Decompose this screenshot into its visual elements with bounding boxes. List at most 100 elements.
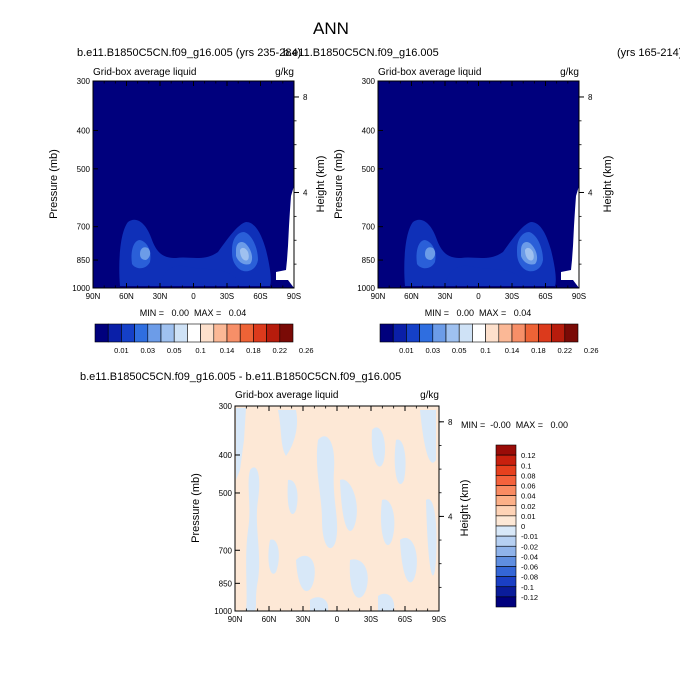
panel-3-colorbar-label: -0.08: [521, 573, 538, 582]
panel-1-colorbar-swatch: [94, 323, 109, 343]
panel-2-axes-ytick-label: 700: [362, 223, 376, 232]
panel-2-plot: 90N 60N 30N 0 30S 60S 90S 300 400 500 700 850 1000 8 4: [357, 77, 593, 301]
panel-2-axes-ytick-label: 400: [362, 126, 376, 135]
panel-3-colorbar-label: 0.04: [521, 492, 536, 501]
panel-1-colorbar-label: 0.22: [272, 346, 287, 355]
panel-3-colorbar-label: 0.02: [521, 502, 536, 511]
panel-3-colorbar-swatch: [495, 505, 517, 517]
panel-3-patch-q: [378, 593, 395, 611]
panel-3-colorbar-swatch: [495, 464, 517, 476]
panel-2-colorbar-swatch: [485, 323, 500, 343]
panel-1-axes-ytick-label: 1000: [72, 284, 90, 293]
panel-2-colorbar-label: 0.01: [399, 346, 414, 355]
panel-3-colorbar-label: -0.01: [521, 532, 538, 541]
panel-3-plot: 90N 60N 30N 0 30S 60S 90S 300 400 500 700 850 1000 8 4: [214, 402, 453, 624]
panel-3-field: [235, 406, 439, 611]
panel-1-axes-xtick-label: 90N: [86, 292, 101, 301]
panel-2-axes-xtick-label: 0: [476, 292, 481, 301]
panel-1-plot: 90N 60N 30N 0 30S 60S 90S 300 400 500 700 850 1000 8 4: [72, 77, 308, 301]
panel-2-colorbar-swatch: [419, 323, 434, 343]
panel-1-axes-ytick-label: 850: [77, 256, 91, 265]
panel-3-case-label: b.e11.B1850C5CN.f09_g16.005 - b.e11.B185…: [80, 371, 401, 383]
panel-1-contour-surface: [160, 265, 240, 286]
panel-3-ylabel-right: Height (km): [459, 480, 471, 537]
panel-2-case-label: b.e11.B1850C5CN.f09_g16.005: [283, 47, 439, 59]
panel-2-colorbar: 0.01 0.03 0.05 0.1 0.14 0.18 0.22 0.26: [379, 323, 599, 355]
panel-1-colorbar-label: 0.14: [220, 346, 235, 355]
panel-3-patch-d: [287, 479, 298, 515]
panel-2-axes-ytick-label: 850: [362, 256, 376, 265]
panel-1-axes-htick-label: 8: [303, 93, 308, 102]
panel-2-axes-xtick-label: 90S: [572, 292, 586, 301]
panel-1-axes-xtick-label: 30N: [153, 292, 168, 301]
panel-3-patch-o: [426, 499, 437, 576]
panel-2-ylabel: Pressure (mb): [333, 149, 345, 219]
panel-1-colorbar-label: 0.1: [195, 346, 205, 355]
panel-3-patch-f: [296, 555, 315, 592]
panel-3-patch-p: [310, 597, 329, 611]
panel-2-colorbar-swatch: [551, 323, 566, 343]
panel-1-case-label: b.e11.B1850C5CN.f09_g16.005 (yrs 235-284…: [77, 47, 301, 59]
panel-1: b.e11.B1850C5CN.f09_g16.005 (yrs 235-284…: [48, 47, 327, 355]
panel-3-axes-htick-label: 4: [448, 512, 453, 521]
panel-1-colorbar-label: 0.01: [114, 346, 129, 355]
panel-2-topography-mask: [561, 186, 579, 288]
panel-3-axes-ytick-label: 400: [219, 451, 233, 460]
panel-1-axes-xtick-label: 60S: [253, 292, 267, 301]
panel-1-colorbar-swatch: [187, 323, 201, 343]
panel-2-axes-xtick-label: 30S: [505, 292, 519, 301]
panel-2-axes-xtick-label: 90N: [371, 292, 386, 301]
panel-2-stats: MIN = 0.00 MAX = 0.04: [425, 308, 532, 318]
panel-2-axes-xtick-label: 30N: [438, 292, 453, 301]
panel-1-colorbar: 0.01 0.03 0.05 0.1 0.14 0.18 0.22 0.26: [94, 323, 314, 355]
panel-3-axes-xtick-label: 60S: [398, 615, 412, 624]
panel-3-colorbar-label: 0.1: [521, 461, 531, 470]
panel-2-subtitle-right: g/kg: [560, 67, 579, 78]
panel-3-axes-xtick-label: 0: [335, 615, 340, 624]
panel-1-axes-htick-label: 4: [303, 188, 308, 197]
panel-3-colorbar-swatch: [495, 525, 517, 537]
panel-3-patch-h: [340, 479, 357, 531]
panel-3-axes-xtick-label: 30S: [364, 615, 378, 624]
panel-2-contour-low: [404, 219, 556, 286]
panel-1-contour-low: [119, 219, 271, 286]
panel-3-stats: MIN = -0.00 MAX = 0.00: [461, 420, 568, 430]
panel-2-axes-htick-label: 8: [588, 93, 593, 102]
panel-1-colorbar-label: 0.26: [299, 346, 314, 355]
panel-1-contour-high-left: [140, 247, 151, 260]
panel-3-negative-patches: [236, 408, 437, 611]
panel-3-colorbar-swatch: [495, 566, 517, 577]
panel-1-axes-xtick-label: 0: [191, 292, 196, 301]
panel-1-colorbar-swatch: [107, 323, 122, 343]
panel-3-colorbar-label: 0.06: [521, 482, 536, 491]
panel-3-colorbar: 0.120.10.080.060.040.020.010-0.01-0.02-0…: [495, 444, 538, 608]
panel-2-contour-high-left: [425, 247, 436, 260]
panel-3-colorbar-swatch: [495, 586, 517, 598]
panel-3-axes-xtick-label: 90N: [228, 615, 243, 624]
panel-3-subtitle-left: Grid-box average liquid: [235, 390, 338, 401]
panel-2-colorbar-swatch: [432, 323, 447, 343]
panel-2-colorbar-label: 0.26: [584, 346, 599, 355]
panel-2-colorbar-label: 0.22: [557, 346, 572, 355]
panel-3-axes-xtick-label: 60N: [262, 615, 277, 624]
panel-2-colorbar-swatch: [511, 323, 526, 343]
panel-3-axes-ytick-label: 300: [219, 402, 233, 411]
panel-3-patch-l: [394, 439, 406, 485]
panel-3-colorbar-swatch: [495, 485, 517, 496]
panel-1-colorbar-swatch: [266, 323, 281, 343]
panel-2-axes: 90N 60N 30N 0 30S 60S 90S 300 400 500 700 850 1000 8 4: [357, 77, 593, 301]
panel-1-colorbar-swatch: [160, 323, 175, 343]
panel-2-colorbar-swatch: [538, 323, 552, 343]
panel-1-stats: MIN = 0.00 MAX = 0.04: [140, 308, 247, 318]
panel-2-case-years: (yrs 165-214): [617, 47, 680, 59]
panel-1-axes-xtick-label: 30S: [220, 292, 234, 301]
panel-2-colorbar-swatch: [392, 323, 407, 343]
panel-2-colorbar-label: 0.03: [425, 346, 440, 355]
panel-3-colorbar-swatch: [495, 444, 517, 456]
panel-1-axes-ytick-label: 400: [77, 126, 91, 135]
panel-3-colorbar-label: -0.06: [521, 563, 538, 572]
panel-3-patch-m: [400, 537, 417, 583]
panel-1-axes-xtick-label: 90S: [287, 292, 301, 301]
panel-3-colorbar-swatch: [495, 556, 517, 567]
panel-2-axes-xtick-label: 60N: [404, 292, 419, 301]
